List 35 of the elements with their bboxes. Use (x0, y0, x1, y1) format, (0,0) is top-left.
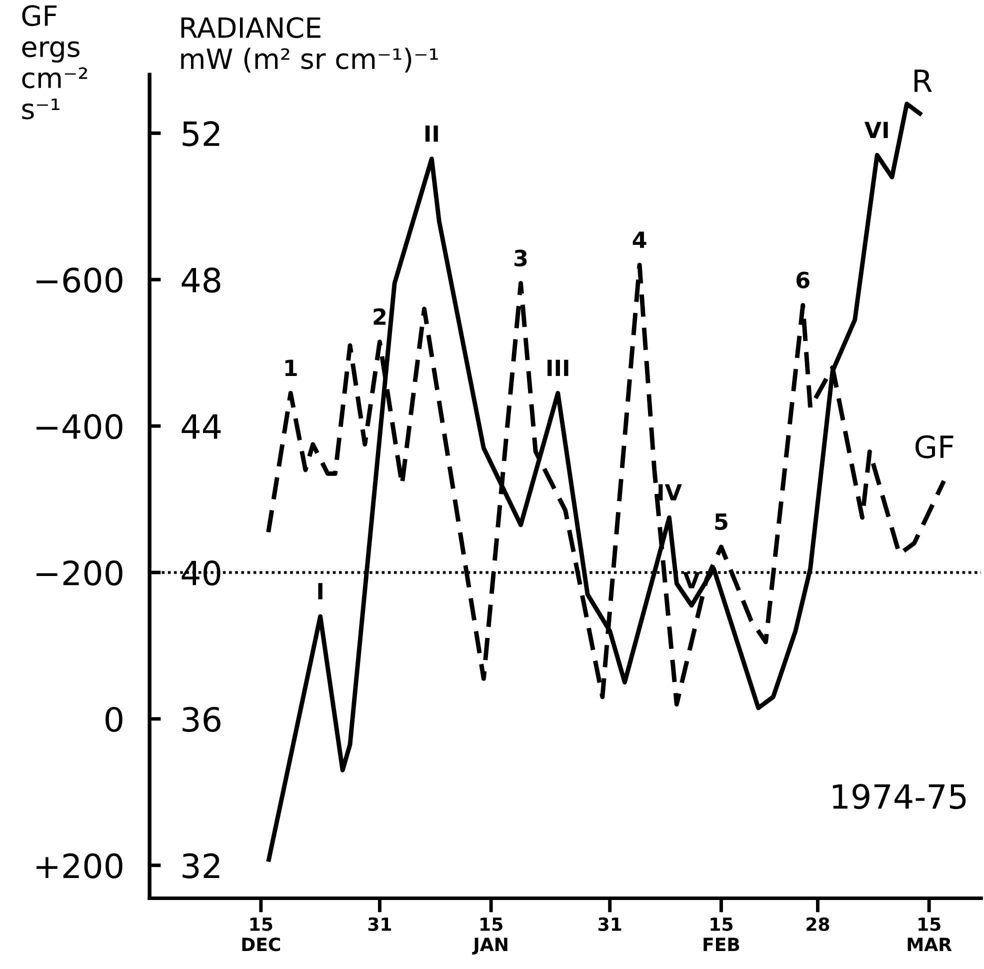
x-tick-label: 15 MAR (908, 918, 952, 951)
annotation: 5 (715, 514, 728, 530)
annotation: 4 (632, 232, 646, 248)
y-tick-label: 40 (182, 560, 220, 586)
annotation: II (425, 125, 438, 142)
y-axis-title: RADIANCE mW (m² sr cm⁻¹)⁻¹ (181, 17, 438, 72)
annotation: 6 (796, 272, 810, 288)
series-label: GF (916, 435, 954, 458)
y-tick-label: 48 (182, 268, 220, 293)
annotation: 2 (374, 308, 386, 325)
x-tick-label: 15 FEB (704, 918, 740, 951)
annotation: V (683, 572, 700, 588)
x-tick-label: 15 DEC (242, 918, 280, 952)
y2-tick-label: −400 (36, 414, 122, 440)
annotation: 1 (285, 360, 297, 376)
annotation: VI (864, 122, 888, 138)
y-tick-label: 32 (182, 853, 220, 878)
x-tick-label: 31 (368, 917, 392, 931)
y2-tick-label: +200 (36, 853, 122, 878)
annotation: III (548, 360, 568, 376)
x-tick-label: 31 (598, 917, 622, 931)
x-tick-label: 28 (806, 917, 830, 931)
x-tick-label: 15 JAN (472, 918, 508, 955)
annotation: 1974-75 (832, 784, 966, 810)
y-tick-label: 36 (182, 706, 220, 732)
y2-tick-label: −200 (36, 560, 122, 586)
annotation: I (318, 583, 322, 600)
y2-tick-label: 0 (106, 706, 122, 732)
annotation: 3 (514, 250, 527, 266)
annotation: IV (658, 484, 682, 500)
y2-tick-label: −600 (36, 268, 122, 293)
y-tick-label: 44 (182, 414, 221, 439)
y2-axis-title: GF ergs cm⁻² s⁻¹ (22, 5, 88, 120)
y-tick-label: 52 (182, 121, 220, 146)
series-label: R (914, 70, 932, 92)
